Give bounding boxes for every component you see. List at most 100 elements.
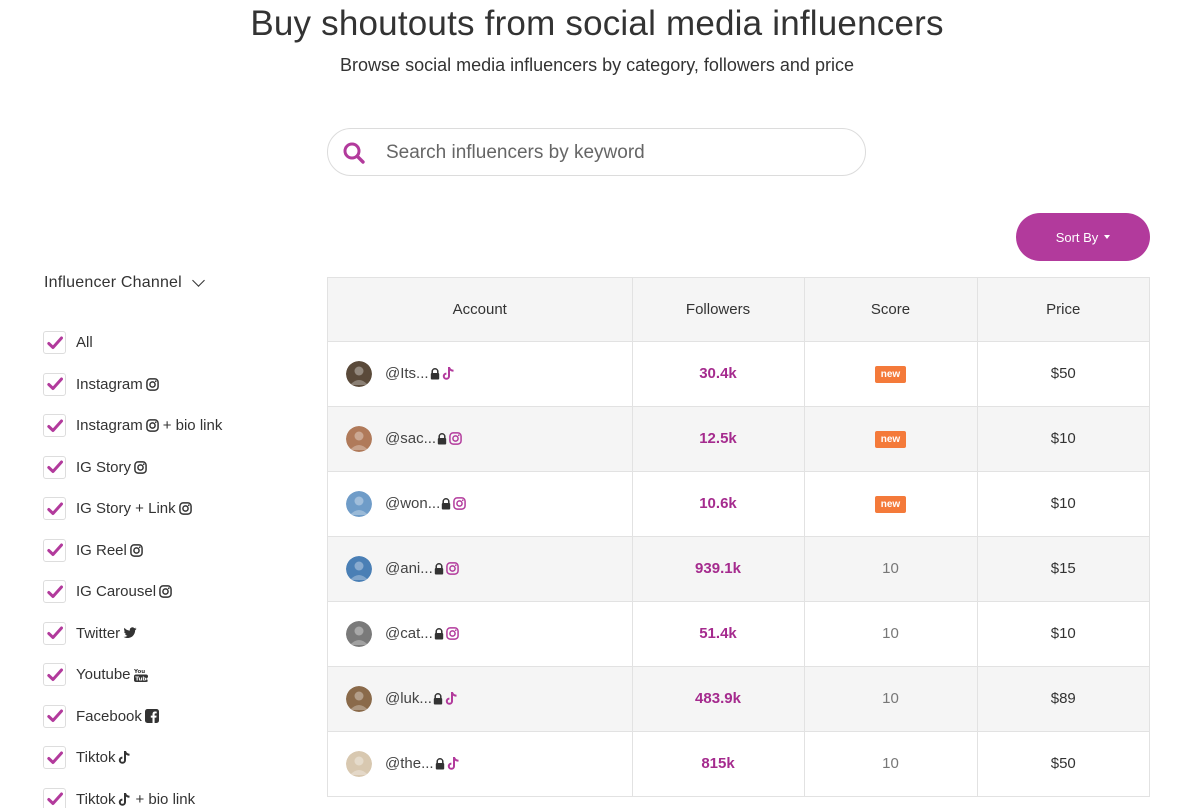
facebook-icon xyxy=(144,709,159,724)
score-cell: 10 xyxy=(804,731,978,797)
table-row[interactable]: @the... 815k 10 $50 xyxy=(328,731,1149,797)
filter-label: Facebook xyxy=(76,707,142,725)
account-handle[interactable]: @ani... xyxy=(385,560,433,577)
score-cell: new xyxy=(804,471,978,537)
filter-item[interactable]: Twitter xyxy=(43,613,222,655)
price-cell: $50 xyxy=(977,731,1149,797)
filter-item[interactable]: All xyxy=(43,322,222,364)
account-handle[interactable]: @Its... xyxy=(385,365,429,382)
filter-item[interactable]: IG Story + Link xyxy=(43,488,222,530)
filter-checkbox[interactable] xyxy=(43,621,66,645)
followers-cell: 12.5k xyxy=(632,406,805,472)
twitter-icon xyxy=(123,627,137,639)
table-row[interactable]: @luk... 483.9k 10 $89 xyxy=(328,666,1149,732)
filter-item[interactable]: Tiktok + bio link xyxy=(43,779,222,808)
filter-item[interactable]: Instagram xyxy=(43,364,222,406)
search-box[interactable] xyxy=(327,128,866,176)
filter-checkbox[interactable] xyxy=(43,372,66,396)
column-header-followers[interactable]: Followers xyxy=(632,278,805,342)
checkmark-icon xyxy=(46,668,63,681)
lock-icon xyxy=(434,562,444,575)
followers-cell: 30.4k xyxy=(632,341,805,407)
filter-label: All xyxy=(76,334,93,352)
table-row[interactable]: @sac... 12.5k new $10 xyxy=(328,406,1149,472)
influencer-table: Account Followers Score Price @Its... 30… xyxy=(327,277,1150,797)
account-cell[interactable]: @ani... xyxy=(328,536,633,602)
filter-label-suffix: + bio link xyxy=(135,790,196,808)
instagram-icon xyxy=(145,419,159,433)
filter-item[interactable]: YoutubeYouTube xyxy=(43,654,222,696)
avatar xyxy=(346,425,372,452)
filter-checkbox[interactable] xyxy=(43,538,66,562)
avatar xyxy=(346,750,372,777)
filter-checkbox[interactable] xyxy=(43,704,66,728)
price-cell: $50 xyxy=(977,341,1149,407)
account-handle[interactable]: @luk... xyxy=(385,690,432,707)
tiktok-icon xyxy=(118,792,131,807)
filter-checkbox[interactable] xyxy=(43,455,66,479)
account-handle[interactable]: @won... xyxy=(385,495,441,512)
account-cell[interactable]: @the... xyxy=(328,731,633,797)
account-handle[interactable]: @the... xyxy=(385,755,434,772)
column-header-score[interactable]: Score xyxy=(804,278,978,342)
filter-item[interactable]: Instagram + bio link xyxy=(43,405,222,447)
column-header-account[interactable]: Account xyxy=(328,278,633,342)
account-handle[interactable]: @cat... xyxy=(385,625,433,642)
instagram-icon xyxy=(453,497,467,510)
account-handle[interactable]: @sac... xyxy=(385,430,437,447)
checkmark-icon xyxy=(46,751,63,764)
checkmark-icon xyxy=(46,626,63,640)
account-cell[interactable]: @won... xyxy=(328,471,633,537)
account-cell[interactable]: @sac... xyxy=(328,406,633,472)
svg-text:Tube: Tube xyxy=(135,676,148,682)
column-header-price[interactable]: Price xyxy=(977,278,1149,342)
filter-label: Youtube xyxy=(76,666,131,684)
search-input[interactable] xyxy=(386,139,846,167)
table-row[interactable]: @cat... 51.4k 10 $10 xyxy=(328,601,1149,667)
account-cell[interactable]: @cat... xyxy=(328,601,633,667)
followers-cell: 815k xyxy=(632,731,805,797)
tiktok-icon xyxy=(447,756,460,771)
lock-icon xyxy=(430,367,440,380)
instagram-icon xyxy=(449,432,462,445)
score-cell: 10 xyxy=(804,601,978,667)
checkmark-icon xyxy=(46,709,63,723)
filter-label: IG Carousel xyxy=(76,583,157,601)
filter-item[interactable]: Facebook xyxy=(43,696,222,738)
table-header-row: Account Followers Score Price xyxy=(328,278,1149,342)
price-cell: $10 xyxy=(977,406,1149,472)
filter-label: IG Story + Link xyxy=(76,500,176,518)
filter-checkbox[interactable] xyxy=(43,497,66,521)
filter-checkbox[interactable] xyxy=(43,331,66,355)
sort-by-button[interactable]: Sort By xyxy=(1016,213,1150,261)
tiktok-icon xyxy=(445,691,458,706)
tiktok-icon xyxy=(442,366,455,381)
filter-label: IG Reel xyxy=(76,541,127,559)
account-cell[interactable]: @Its... xyxy=(328,341,633,407)
table-row[interactable]: @Its... 30.4k new $50 xyxy=(328,341,1149,407)
instagram-icon xyxy=(445,562,459,575)
table-row[interactable]: @ani... 939.1k 10 $15 xyxy=(328,536,1149,602)
filter-heading-label: Influencer Channel xyxy=(44,274,182,291)
table-row[interactable]: @won... 10.6k new $10 xyxy=(328,471,1149,537)
filter-item[interactable]: IG Reel xyxy=(43,530,222,572)
filter-label: IG Story xyxy=(76,458,132,476)
filter-checkbox[interactable] xyxy=(43,580,66,604)
filter-label: Instagram xyxy=(76,417,143,435)
filter-item[interactable]: IG Carousel xyxy=(43,571,222,613)
instagram-icon xyxy=(159,585,172,599)
filter-checkbox[interactable] xyxy=(43,787,66,808)
price-cell: $10 xyxy=(977,601,1149,667)
account-cell[interactable]: @luk... xyxy=(328,666,633,732)
filter-checkbox[interactable] xyxy=(43,746,66,770)
filter-list: All Instagram Instagram + bio link IG Story I… xyxy=(43,322,222,808)
filter-item[interactable]: IG Story xyxy=(43,447,222,489)
followers-cell: 483.9k xyxy=(632,666,805,732)
filter-checkbox[interactable] xyxy=(43,414,66,438)
filter-checkbox[interactable] xyxy=(43,663,66,687)
filter-item[interactable]: Tiktok xyxy=(43,737,222,779)
tiktok-icon xyxy=(118,750,131,765)
filter-heading[interactable]: Influencer Channel xyxy=(44,274,205,292)
search-icon xyxy=(342,141,366,165)
sort-by-label: Sort By xyxy=(1055,229,1099,245)
